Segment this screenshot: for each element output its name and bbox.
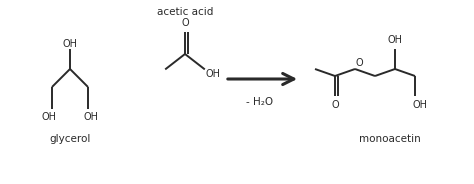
Text: OH: OH <box>412 100 428 110</box>
Text: monoacetin: monoacetin <box>359 134 421 144</box>
Text: O: O <box>181 18 189 28</box>
Text: O: O <box>331 100 339 110</box>
Text: OH: OH <box>205 69 220 79</box>
Text: O: O <box>355 58 363 68</box>
Text: acetic acid: acetic acid <box>157 7 213 17</box>
Text: OH: OH <box>63 39 78 49</box>
Text: OH: OH <box>83 112 99 122</box>
Text: OH: OH <box>388 35 402 45</box>
Text: OH: OH <box>42 112 56 122</box>
Text: glycerol: glycerol <box>49 134 91 144</box>
Text: - H₂O: - H₂O <box>246 97 273 107</box>
